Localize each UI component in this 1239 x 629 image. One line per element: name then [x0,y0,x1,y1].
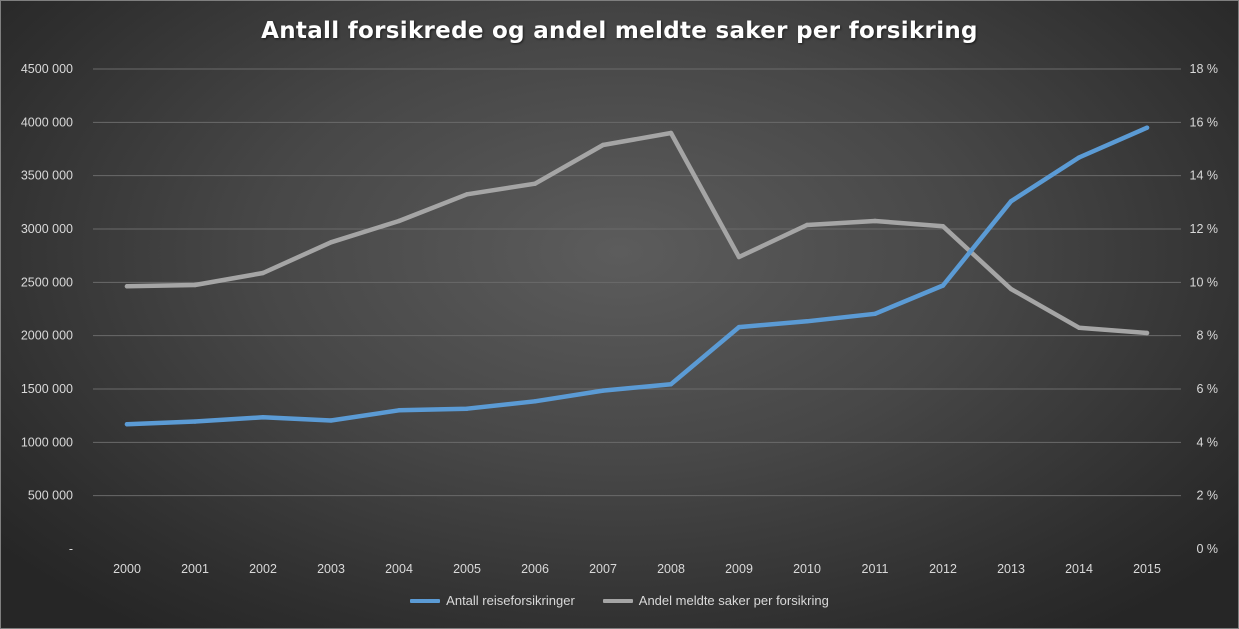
left-tick-label: 1000 000 [21,435,73,449]
x-tick-label: 2011 [862,562,889,576]
data-point[interactable] [668,382,674,387]
data-point[interactable] [804,222,810,228]
data-point[interactable] [396,408,402,413]
right-tick-label: 18 % [1190,62,1219,76]
right-tick-label: 6 % [1196,382,1218,396]
data-point[interactable] [192,419,198,424]
data-point[interactable] [532,399,538,404]
data-point[interactable] [1008,286,1014,292]
x-tick-label: 2010 [793,562,821,576]
data-point[interactable] [872,218,878,224]
data-point[interactable] [124,422,130,427]
right-tick-label: 16 % [1190,115,1219,129]
x-tick-label: 2006 [521,562,549,576]
data-point[interactable] [1076,325,1082,330]
data-point[interactable] [872,311,878,316]
right-tick-label: 14 % [1190,169,1219,183]
legend-item-andel[interactable]: Andel meldte saker per forsikring [602,593,829,608]
x-tick-label: 2007 [589,562,617,576]
data-point[interactable] [1008,199,1014,204]
legend-label-andel: Andel meldte saker per forsikring [638,593,829,608]
series-layer [124,125,1150,427]
data-point[interactable] [328,418,334,423]
left-tick-label: 3500 000 [21,169,73,183]
data-point[interactable] [940,283,946,288]
data-point[interactable] [600,388,606,393]
right-tick-label: 0 % [1196,542,1218,556]
left-tick-label: 500 000 [28,489,73,503]
left-axis: - 500 000 1000 000 1500 000 2000 000 2500 000… [21,62,73,556]
x-tick-label: 2012 [929,562,957,576]
data-point[interactable] [804,319,810,324]
data-point[interactable] [396,218,402,224]
series-line-andel[interactable] [124,130,1150,336]
data-point[interactable] [464,192,470,197]
legend-swatch-antall [410,598,441,603]
right-tick-label: 8 % [1196,329,1218,343]
data-point[interactable] [736,324,742,330]
data-point[interactable] [1144,330,1150,336]
legend-item-antall[interactable]: Antall reiseforsikringer [410,593,575,608]
data-point[interactable] [1076,155,1082,160]
chart-title: Antall forsikrede og andel meldte saker … [261,18,978,44]
x-tick-label: 2008 [657,562,685,576]
data-point[interactable] [192,282,198,288]
left-tick-label: 4500 000 [21,62,73,76]
x-tick-label: 2001 [181,562,209,576]
data-point[interactable] [940,224,946,229]
x-tick-label: 2009 [725,562,753,576]
data-point[interactable] [260,415,266,420]
legend-label-antall: Antall reiseforsikringer [446,593,575,608]
x-tick-label: 2004 [385,562,413,576]
right-tick-label: 2 % [1196,489,1218,503]
x-tick-label: 2002 [249,562,277,576]
left-tick-label: 4000 000 [21,115,73,129]
x-tick-label: 2014 [1065,562,1093,576]
data-point[interactable] [124,284,130,289]
x-axis: 2000 2001 2002 2003 2004 2005 2006 2007 2008 2009… [113,562,1161,576]
left-tick-label: 1500 000 [21,382,73,396]
gridlines [93,68,1181,497]
left-tick-label: 2000 000 [21,329,73,343]
x-tick-label: 2015 [1133,562,1161,576]
data-point[interactable] [464,406,470,411]
series-line-antall[interactable] [124,125,1150,427]
data-point[interactable] [328,240,334,245]
x-tick-label: 2000 [113,562,141,576]
data-point[interactable] [600,142,606,148]
right-axis: 0 % 2 % 4 % 6 % 8 % 10 % 12 % 14 % 16 % 18 % [1190,62,1219,556]
legend: Antall reiseforsikringer Andel meldte sa… [1,593,1238,608]
legend-swatch-andel [602,598,633,603]
right-tick-label: 12 % [1190,222,1219,236]
left-tick-label: - [69,542,73,556]
data-point[interactable] [532,181,538,186]
right-tick-label: 10 % [1190,275,1219,289]
data-point[interactable] [736,254,742,260]
x-tick-label: 2003 [317,562,345,576]
data-point[interactable] [1144,125,1150,130]
left-tick-label: 3000 000 [21,222,73,236]
x-tick-label: 2005 [453,562,481,576]
x-tick-label: 2013 [997,562,1025,576]
right-tick-label: 4 % [1196,435,1218,449]
data-point[interactable] [260,270,266,276]
data-point[interactable] [668,130,674,136]
left-tick-label: 2500 000 [21,275,73,289]
